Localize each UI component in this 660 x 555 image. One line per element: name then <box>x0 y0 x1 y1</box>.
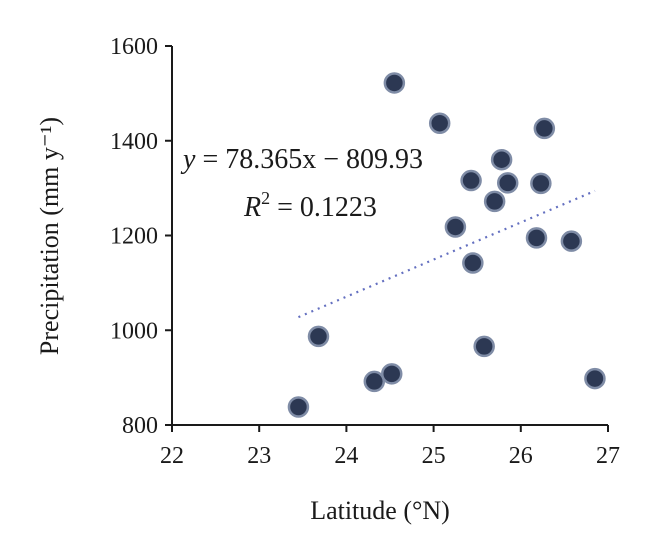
y-tick-label: 1000 <box>110 318 158 344</box>
x-ticks: 22 23 24 25 26 27 <box>160 425 620 469</box>
data-point <box>584 367 606 390</box>
data-point <box>307 325 330 348</box>
y-tick-label: 1600 <box>110 34 158 60</box>
y-tick-label: 800 <box>122 413 158 439</box>
x-tick-label: 25 <box>422 443 446 469</box>
x-tick-label: 27 <box>596 443 620 469</box>
data-point <box>473 335 495 358</box>
equation-label: y = 78.365x − 809.93 <box>180 144 423 175</box>
y-axis-title: Precipitation (mm y⁻¹) <box>35 117 64 355</box>
data-point <box>530 172 552 195</box>
data-point <box>483 190 506 213</box>
data-point <box>560 230 583 252</box>
x-axis-title: Latitude (°N) <box>310 496 450 525</box>
x-tick-label: 26 <box>509 443 533 469</box>
data-point <box>428 112 451 134</box>
x-tick-label: 24 <box>334 443 358 469</box>
data-point <box>444 216 467 238</box>
x-tick-label: 23 <box>247 443 271 469</box>
equation-variable: y <box>180 144 196 175</box>
y-tick-label: 1200 <box>110 224 158 250</box>
data-point <box>383 72 406 94</box>
data-point <box>363 370 386 393</box>
data-point <box>380 363 403 385</box>
y-ticks: 800 1000 1200 1400 1600 <box>110 34 172 439</box>
axes: 22 23 24 25 26 27 800 1000 1200 1400 1600 <box>110 34 620 469</box>
x-tick-label: 22 <box>160 443 184 469</box>
r-squared-label: R2 = 0.1223 <box>243 188 377 223</box>
r-squared-symbol: R <box>243 192 261 223</box>
equation-rhs: = 78.365x − 809.93 <box>195 144 423 175</box>
data-point <box>533 117 556 140</box>
data-point <box>462 252 484 274</box>
data-point <box>490 148 513 171</box>
y-tick-label: 1400 <box>110 129 158 155</box>
r-squared-value: = 0.1223 <box>270 192 377 223</box>
data-points <box>287 72 606 418</box>
data-point <box>496 172 519 194</box>
trend-line <box>298 189 596 319</box>
data-point <box>287 396 310 418</box>
data-point <box>460 169 482 192</box>
r-squared-exponent: 2 <box>261 188 270 208</box>
data-point <box>525 227 548 249</box>
